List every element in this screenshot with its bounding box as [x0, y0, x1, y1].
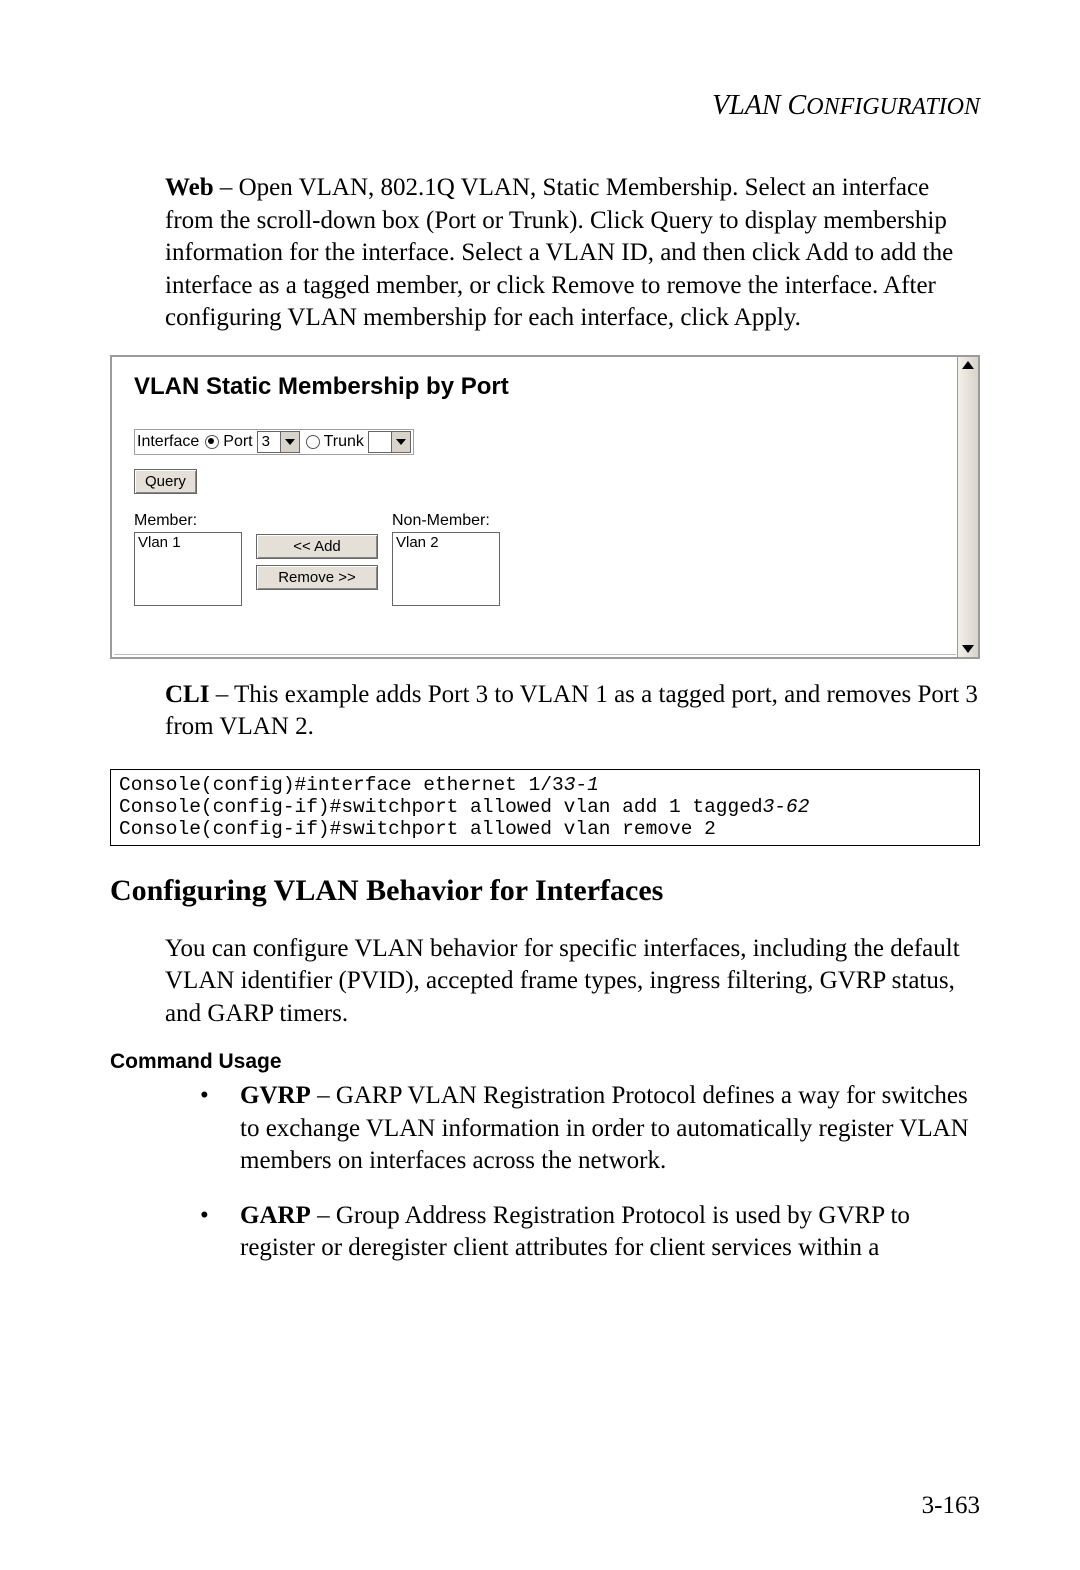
bullet-term: GARP — [240, 1202, 311, 1229]
section-body: You can configure VLAN behavior for spec… — [165, 933, 980, 1031]
cli-text: – This example adds Port 3 to VLAN 1 as … — [165, 681, 978, 741]
scrollbar[interactable] — [957, 357, 978, 657]
bullet-term: GVRP — [240, 1082, 311, 1109]
chevron-down-icon[interactable] — [391, 432, 410, 452]
bullet-rest: – GARP VLAN Registration Protocol define… — [240, 1082, 969, 1174]
command-usage-heading: Command Usage — [110, 1050, 980, 1074]
code-line1a: Console(config)#interface ethernet 1/3 — [119, 774, 564, 796]
query-row: Query — [134, 469, 948, 494]
query-button[interactable]: Query — [134, 469, 197, 494]
code-line1b: 3-1 — [564, 774, 599, 796]
cli-lead: CLI — [165, 681, 209, 708]
code-line3: Console(config-if)#switchport allowed vl… — [119, 818, 716, 840]
trunk-select[interactable] — [368, 431, 411, 453]
code-line2a: Console(config-if)#switchport allowed vl… — [119, 796, 763, 818]
web-lead: Web — [165, 174, 214, 201]
panel-divider — [114, 654, 956, 655]
member-column: Member: Vlan 1 — [134, 512, 242, 606]
list-item[interactable]: Vlan 1 — [138, 534, 238, 551]
header-main: VLAN C — [712, 90, 806, 121]
page-header: VLAN CONFIGURATION — [110, 90, 980, 122]
list-item: GVRP – GARP VLAN Registration Protocol d… — [200, 1080, 980, 1178]
web-text: – Open VLAN, 802.1Q VLAN, Static Members… — [165, 174, 953, 331]
add-button[interactable]: << Add — [256, 534, 378, 559]
web-paragraph: Web – Open VLAN, 802.1Q VLAN, Static Mem… — [165, 172, 980, 335]
bullet-rest: – Group Address Registration Protocol is… — [240, 1202, 910, 1262]
lists-row: Member: Vlan 1 << Add Remove >> Non-Memb… — [134, 512, 948, 606]
scroll-down-icon[interactable] — [962, 645, 974, 653]
panel-content: VLAN Static Membership by Port Interface… — [112, 357, 978, 616]
trunk-cell: Trunk — [306, 431, 411, 453]
list-item[interactable]: Vlan 2 — [396, 534, 496, 551]
screenshot-panel: VLAN Static Membership by Port Interface… — [110, 355, 980, 659]
nonmember-column: Non-Member: Vlan 2 — [392, 512, 500, 606]
page-number: 3-163 — [922, 1492, 980, 1520]
trunk-label: Trunk — [324, 433, 364, 451]
chevron-down-icon[interactable] — [280, 432, 299, 452]
interface-label: Interface — [137, 433, 199, 451]
code-line2b: 3-62 — [763, 796, 810, 818]
cli-paragraph: CLI – This example adds Port 3 to VLAN 1… — [165, 679, 980, 744]
panel-title: VLAN Static Membership by Port — [134, 373, 948, 401]
nonmember-listbox[interactable]: Vlan 2 — [392, 532, 500, 606]
interface-row: Interface Port 3 Trunk — [134, 429, 414, 455]
trunk-radio[interactable] — [306, 435, 320, 449]
member-label: Member: — [134, 512, 242, 530]
section-heading: Configuring VLAN Behavior for Interfaces — [110, 874, 980, 908]
scrollbar-track — [958, 357, 978, 657]
scroll-up-icon[interactable] — [962, 361, 974, 369]
port-label: Port — [223, 433, 252, 451]
header-smallcaps: ONFIGURATION — [806, 94, 980, 120]
nonmember-label: Non-Member: — [392, 512, 500, 530]
port-cell: Port 3 — [205, 431, 299, 453]
member-listbox[interactable]: Vlan 1 — [134, 532, 242, 606]
button-column: << Add Remove >> — [256, 534, 378, 590]
bullet-list: GVRP – GARP VLAN Registration Protocol d… — [110, 1080, 980, 1265]
list-item: GARP – Group Address Registration Protoc… — [200, 1200, 980, 1265]
page: VLAN CONFIGURATION Web – Open VLAN, 802.… — [0, 0, 1080, 1570]
port-select[interactable]: 3 — [257, 431, 300, 453]
port-radio[interactable] — [205, 435, 219, 449]
port-value: 3 — [258, 433, 280, 450]
code-block: Console(config)#interface ethernet 1/33-… — [110, 769, 980, 846]
remove-button[interactable]: Remove >> — [256, 565, 378, 590]
